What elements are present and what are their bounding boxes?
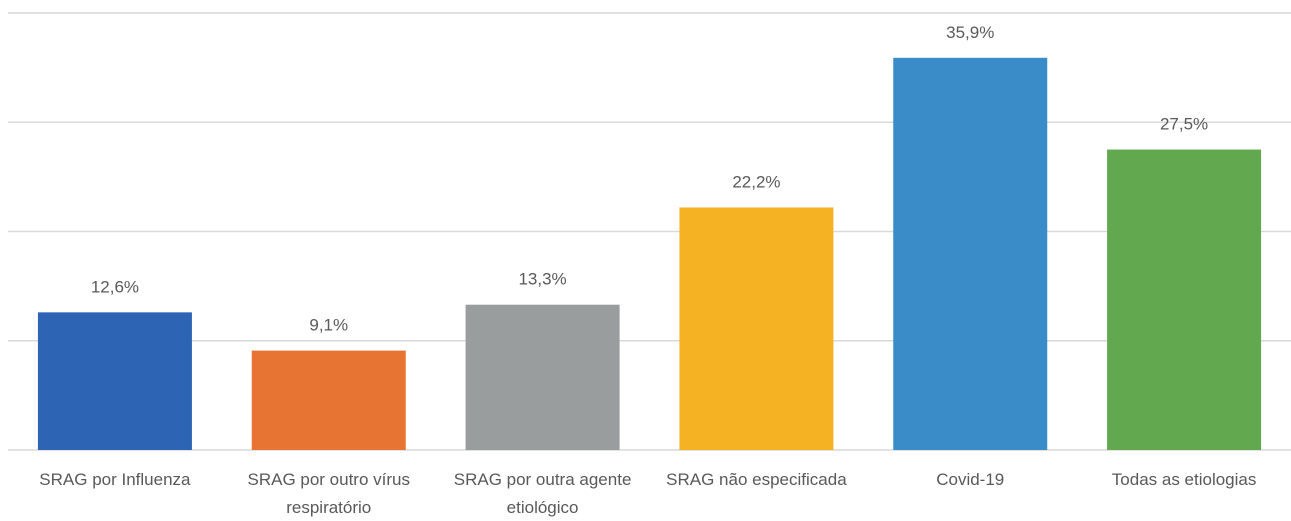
x-tick-label: Todas as etiologias: [1111, 470, 1257, 489]
bar: [251, 350, 406, 450]
data-label: 22,2%: [732, 172, 780, 191]
data-label: 13,3%: [518, 270, 566, 289]
data-label: 27,5%: [1160, 115, 1208, 134]
x-tick-label: SRAG por outra agente etiológico: [453, 470, 632, 517]
data-label: 9,1%: [309, 316, 348, 335]
data-label: 12,6%: [91, 277, 139, 296]
bar: [893, 57, 1048, 450]
x-tick-label: SRAG por outro vírus respiratório: [247, 470, 410, 517]
x-tick-label: SRAG não especificada: [666, 470, 847, 489]
bar: [679, 207, 834, 450]
bar: [37, 312, 192, 450]
x-tick-label: Covid-19: [936, 470, 1005, 489]
data-label: 35,9%: [946, 23, 994, 42]
bar: [1107, 149, 1262, 450]
x-tick-label: SRAG por Influenza: [39, 470, 191, 489]
bar: [465, 304, 620, 450]
